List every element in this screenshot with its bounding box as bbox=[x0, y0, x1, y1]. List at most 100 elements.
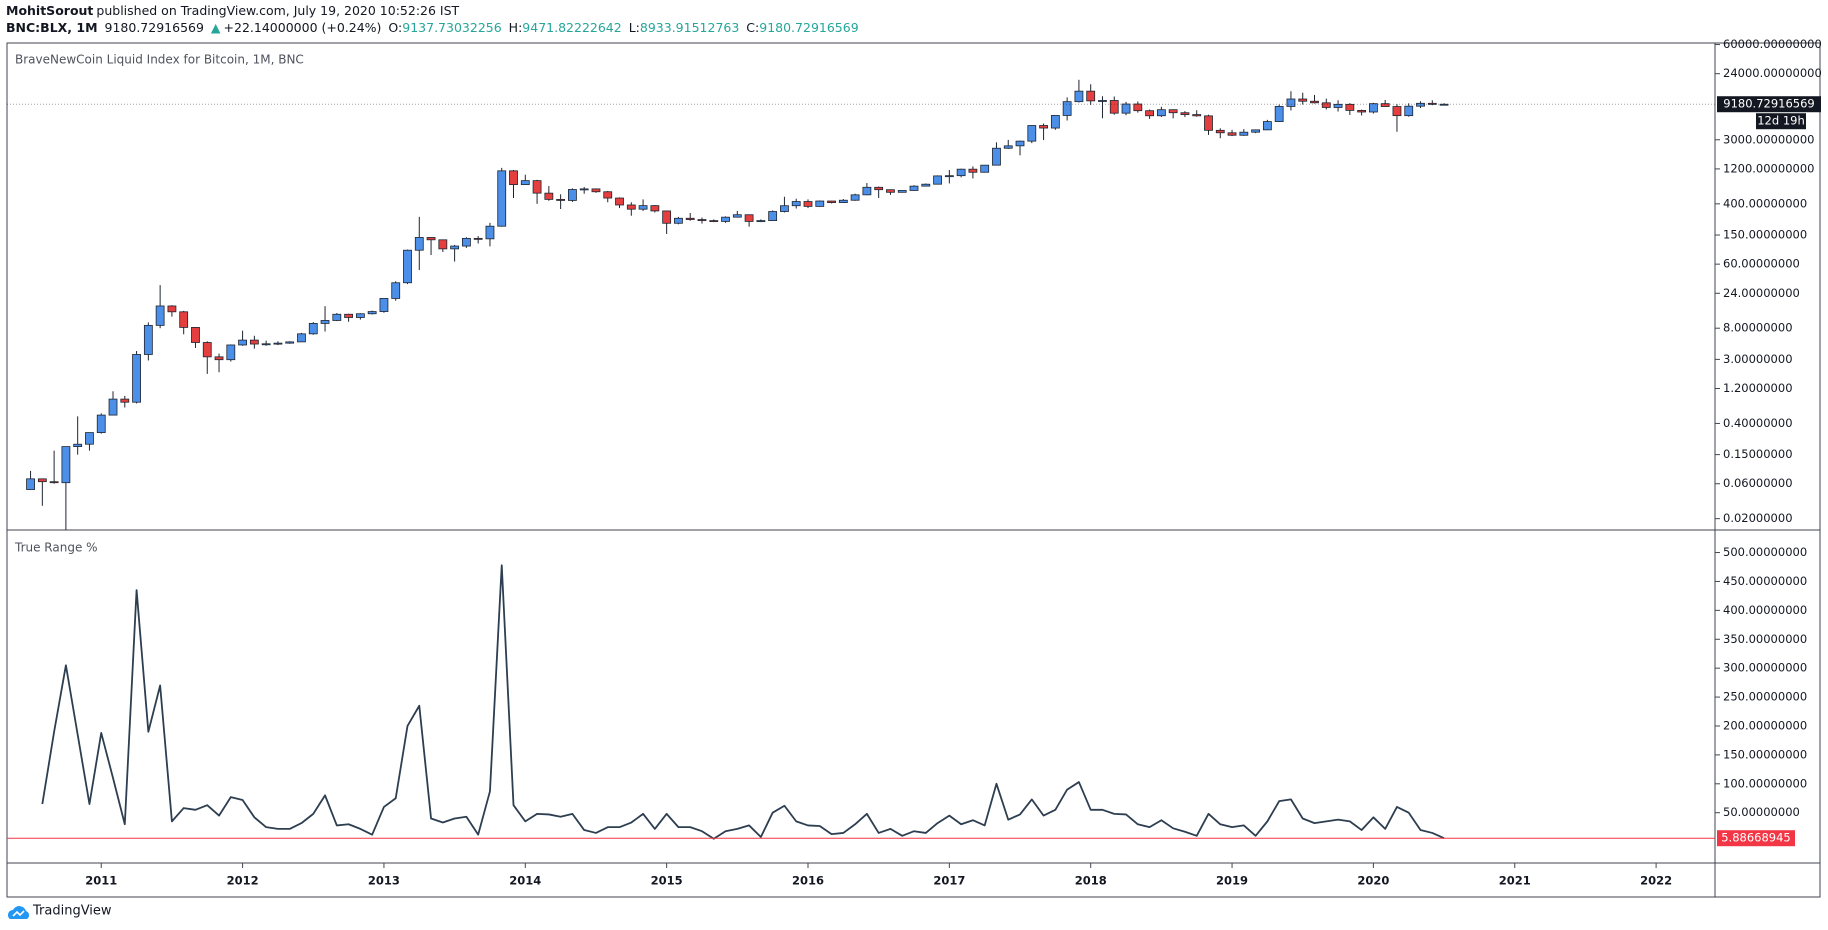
y-tick-label: 60.00000000 bbox=[1723, 257, 1800, 271]
x-tick-label: 2018 bbox=[1075, 874, 1107, 888]
candle-body bbox=[756, 220, 766, 223]
x-tick-label: 2016 bbox=[792, 874, 824, 888]
indicator-line bbox=[41, 564, 1445, 840]
candle-body bbox=[520, 180, 530, 186]
y-tick-label: 450.00000000 bbox=[1723, 574, 1807, 588]
countdown-label: 12d 19h bbox=[1757, 114, 1805, 128]
candle-body bbox=[37, 478, 47, 483]
candle-body bbox=[297, 333, 306, 343]
direction: ▲ bbox=[210, 20, 221, 35]
publish-info: published on TradingView.com, July 19, 2… bbox=[96, 3, 460, 18]
price-pane bbox=[7, 79, 1715, 530]
candle-body bbox=[791, 201, 801, 207]
candle-body bbox=[155, 305, 165, 326]
candle-body bbox=[1215, 129, 1225, 134]
candle-body bbox=[1251, 129, 1261, 133]
x-tick-label: 2012 bbox=[227, 874, 259, 888]
x-tick-label: 2022 bbox=[1640, 874, 1672, 888]
candle-body bbox=[1392, 106, 1402, 117]
candle-body bbox=[603, 191, 613, 199]
y-tick-label: 0.06000000 bbox=[1723, 476, 1793, 490]
candle-body bbox=[685, 217, 695, 220]
candle-body bbox=[261, 343, 271, 346]
candle-body bbox=[1321, 102, 1331, 108]
candle-body bbox=[143, 324, 153, 355]
candle-body bbox=[238, 339, 247, 346]
candle-body bbox=[1180, 112, 1190, 115]
high-value: 9471.82222642 bbox=[522, 20, 622, 35]
candle-body bbox=[532, 180, 542, 194]
candle-body bbox=[591, 188, 601, 193]
candle-body bbox=[167, 305, 177, 313]
candle-body bbox=[638, 205, 648, 210]
y-tick-label: 100.00000000 bbox=[1723, 776, 1807, 790]
candle-body bbox=[1345, 103, 1355, 111]
candle-body bbox=[355, 313, 365, 318]
candle-body bbox=[461, 237, 471, 247]
candle-body bbox=[1357, 110, 1367, 113]
candle-body bbox=[1274, 106, 1284, 122]
candle-body bbox=[1298, 98, 1308, 102]
candle-body bbox=[1262, 121, 1272, 131]
candle-body bbox=[732, 214, 742, 218]
y-tick-label: 1.20000000 bbox=[1723, 381, 1793, 395]
high-label: H: bbox=[508, 20, 523, 35]
close-value: 9180.72916569 bbox=[759, 20, 859, 35]
candle-body bbox=[980, 164, 990, 173]
candle-body bbox=[886, 189, 895, 193]
y-tick-label: 500.00000000 bbox=[1723, 545, 1807, 559]
candle-body bbox=[403, 249, 412, 284]
pane-title: True Range % bbox=[14, 541, 98, 555]
candle-body bbox=[850, 194, 860, 201]
candle-body bbox=[73, 443, 83, 447]
candle-body bbox=[214, 356, 224, 361]
candle-body bbox=[450, 245, 460, 250]
candle-body bbox=[438, 239, 448, 250]
y-tick-label: 0.15000000 bbox=[1723, 447, 1793, 461]
candle-body bbox=[26, 478, 35, 490]
candle-body bbox=[96, 414, 106, 433]
candle-body bbox=[1333, 103, 1343, 108]
candle-body bbox=[344, 313, 354, 318]
candle-body bbox=[1380, 103, 1390, 107]
candle-body bbox=[909, 185, 919, 191]
candle-body bbox=[1109, 100, 1119, 114]
candle-body bbox=[202, 342, 212, 358]
last-price: 9180.72916569 bbox=[104, 20, 204, 35]
candle-body bbox=[1427, 102, 1437, 105]
candle-body bbox=[827, 200, 836, 203]
candle-body bbox=[391, 282, 401, 299]
candle-body bbox=[721, 216, 730, 222]
low-value: 8933.91512763 bbox=[639, 20, 740, 35]
candle-body bbox=[132, 354, 141, 403]
candle-body bbox=[1145, 110, 1154, 117]
candle-body bbox=[1156, 109, 1166, 117]
candle-body bbox=[992, 147, 1001, 166]
candle-body bbox=[1062, 101, 1072, 116]
y-tick-label: 24000.00000000 bbox=[1723, 66, 1822, 80]
candle-body bbox=[650, 205, 660, 212]
candle-body bbox=[874, 186, 884, 191]
x-tick-label: 2020 bbox=[1357, 874, 1389, 888]
candle-body bbox=[509, 170, 518, 186]
y-tick-label: 0.02000000 bbox=[1723, 511, 1793, 525]
low-label: L: bbox=[628, 20, 640, 35]
candle-body bbox=[626, 204, 636, 210]
y-tick-label: 50.00000000 bbox=[1723, 805, 1800, 819]
candle-body bbox=[426, 237, 436, 241]
candle-body bbox=[1416, 102, 1425, 107]
last-price-box bbox=[1717, 96, 1821, 113]
y-tick-label: 0.40000000 bbox=[1723, 416, 1793, 430]
x-tick-label: 2013 bbox=[368, 874, 400, 888]
y-tick-label: 350.00000000 bbox=[1723, 632, 1807, 646]
author: MohitSorout bbox=[6, 3, 94, 18]
y-tick-label: 250.00000000 bbox=[1723, 690, 1807, 704]
candle-body bbox=[1133, 103, 1143, 112]
candle-body bbox=[320, 320, 330, 324]
candle-body bbox=[1310, 100, 1319, 104]
candle-body bbox=[108, 398, 118, 416]
candle-body bbox=[497, 170, 507, 227]
y-tick-label: 150.00000000 bbox=[1723, 228, 1807, 242]
indicator-pane bbox=[7, 564, 1715, 840]
